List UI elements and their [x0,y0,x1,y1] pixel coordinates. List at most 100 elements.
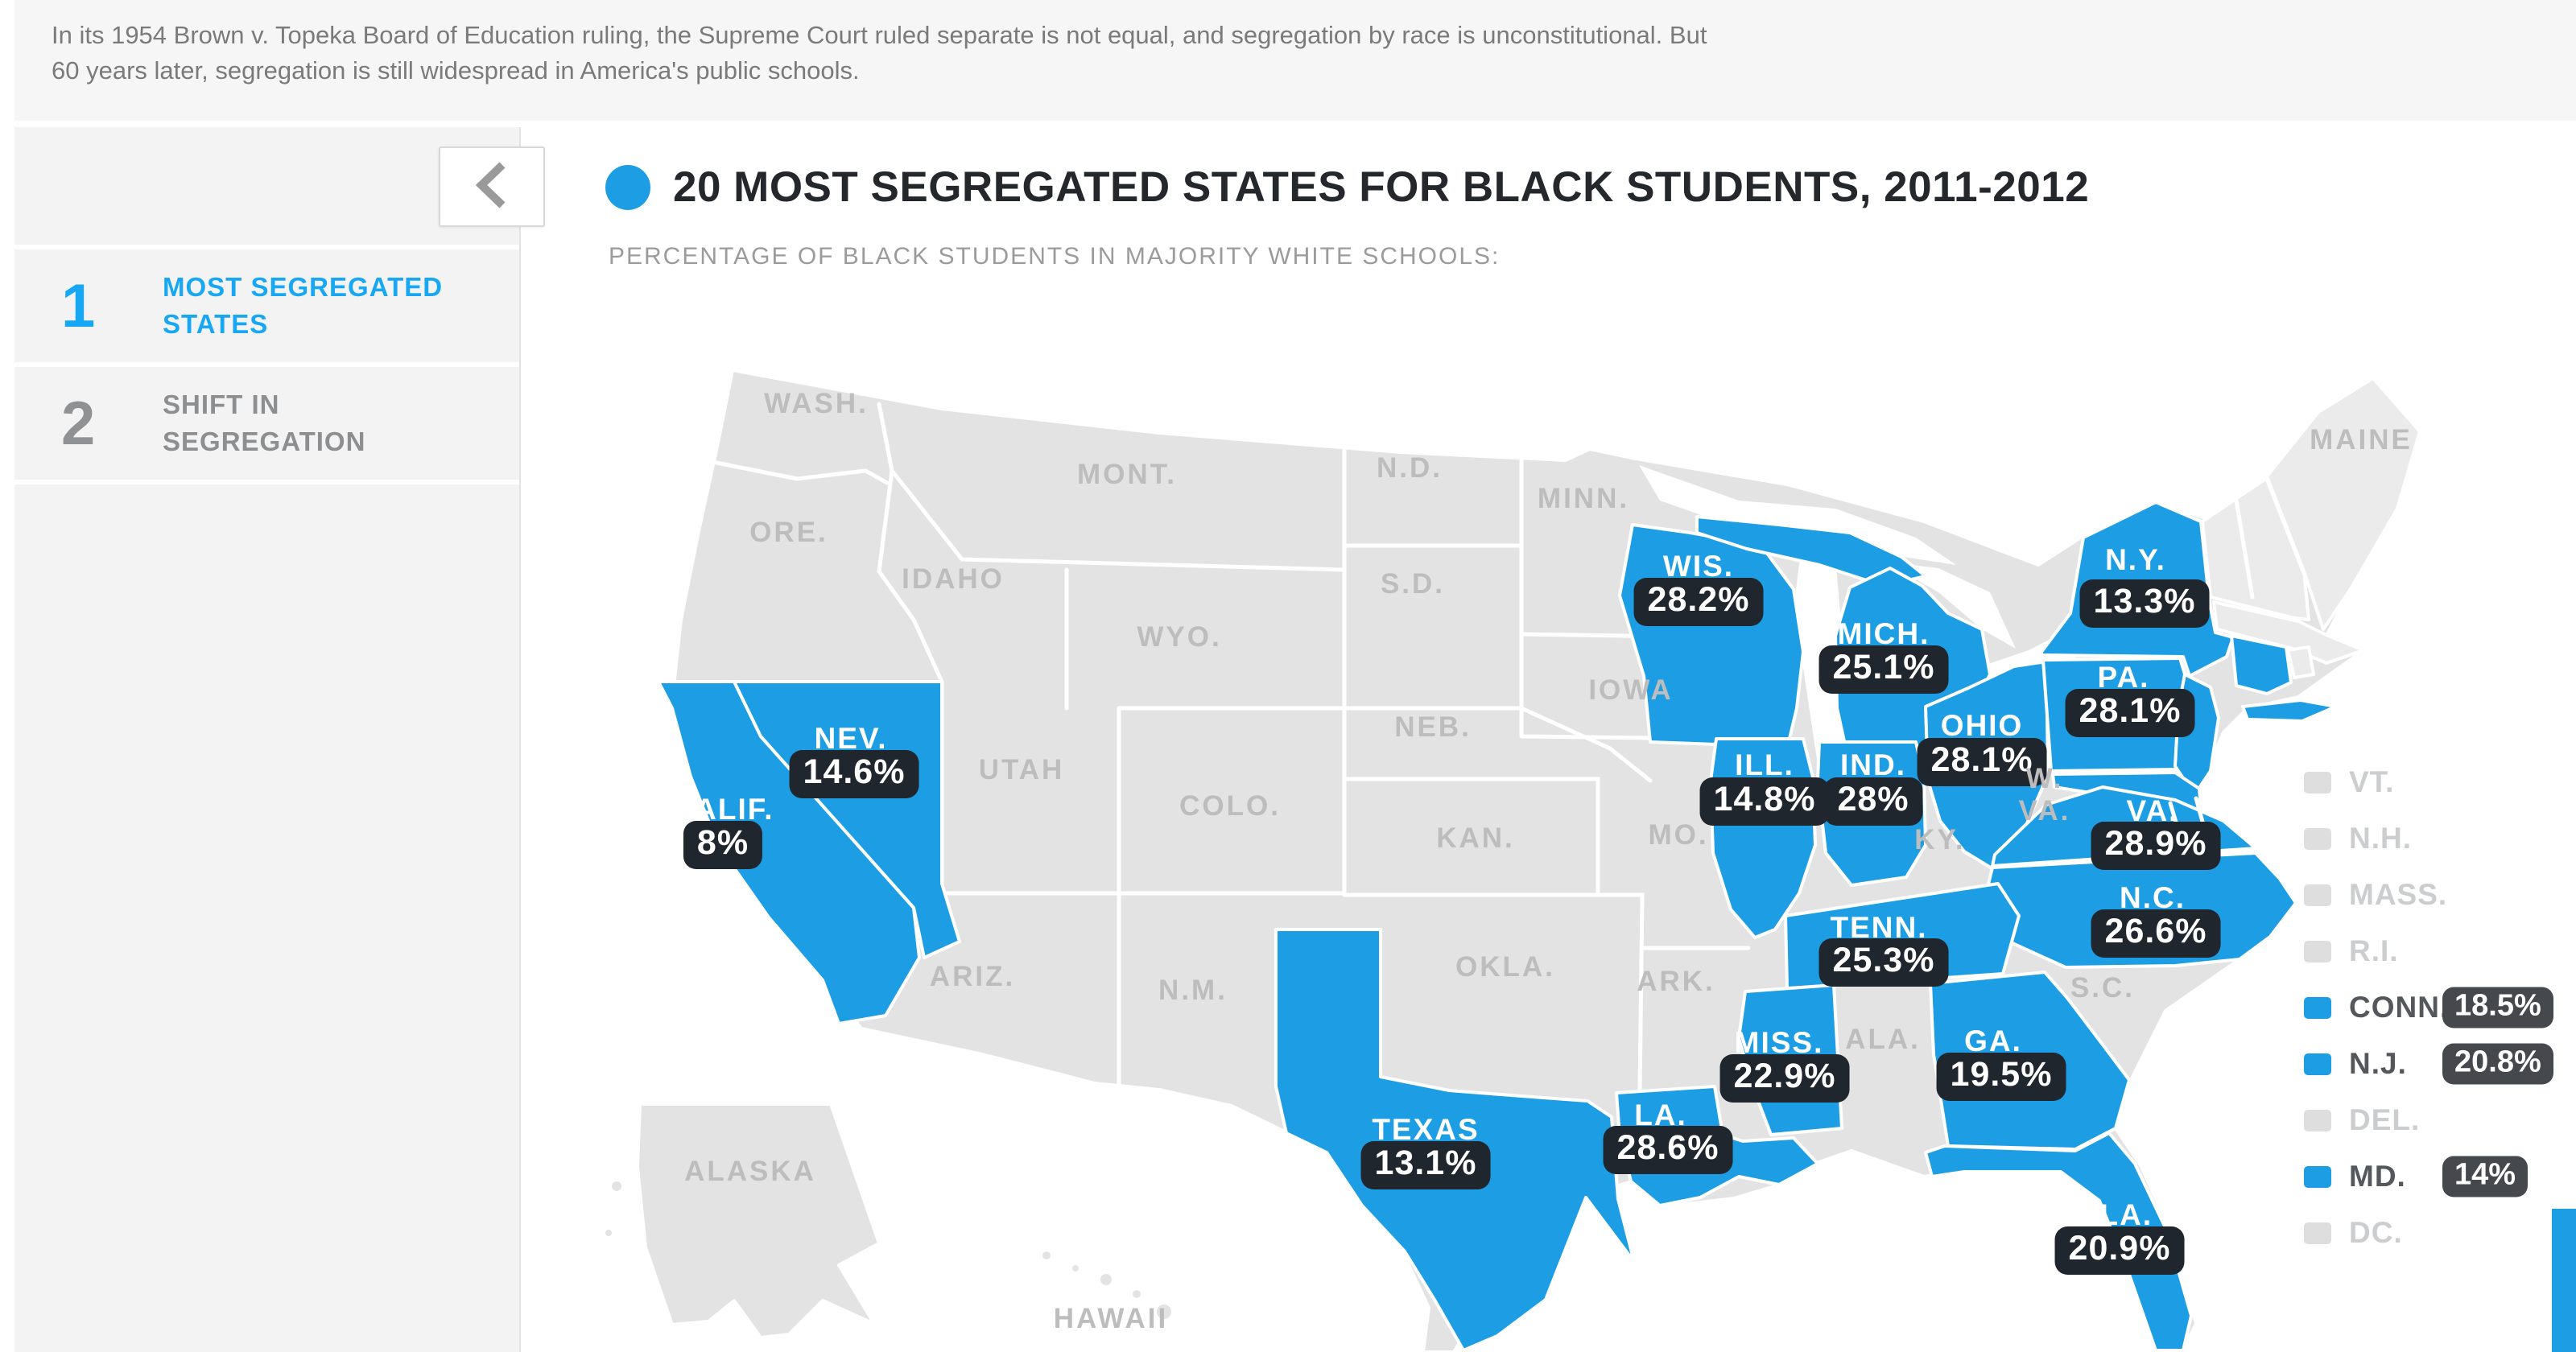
state-label-wash: WASH. [764,388,869,419]
state-label-sc: S.C. [2070,972,2136,1004]
state-label-ga: GA. [1964,1024,2022,1057]
sidebar-item-label: SHIFT IN SEGREGATION [163,390,366,456]
legend-row-nj: N.J. 20.8% [2304,1043,2570,1085]
legend-row-conn: CONN. 18.5% [2304,987,2570,1028]
state-label-ore: ORE. [749,517,828,548]
legend-swatch-icon [2304,884,2331,906]
state-label-iowa: IOWA [1588,674,1674,706]
state-label-utah: UTAH [978,754,1065,785]
value-badge-ill: 14.8% [1699,777,1830,826]
legend-swatch-icon [2304,771,2331,793]
map-legend: VT. N.H. MASS. R.I. CONN. 18.5% N.J. 20.8% DEL. M… [2304,765,2570,1249]
state-label-minn: MINN. [1537,483,1630,514]
hawaii-island [1069,1262,1082,1275]
state-label-ky: KY. [1914,824,1966,855]
state-label-mont: MONT. [1077,459,1177,490]
legend-label: VT. [2349,765,2395,798]
lake-superior [1639,465,1956,565]
state-label-idaho: IDAHO [902,563,1005,595]
chevron-left-icon [473,160,510,214]
legend-label: N.J. [2349,1047,2407,1080]
state-label-ind: IND. [1840,748,1906,781]
intro-banner: In its 1954 Brown v. Topeka Board of Edu… [14,0,2576,121]
legend-row-ri: R.I. [2304,934,2570,967]
value-badge-tenn: 25.3% [1818,938,1949,987]
state-label-nev: NEV. [814,722,888,755]
scrollbar-thumb[interactable] [2552,1209,2576,1352]
state-label-ny: N.Y. [2105,543,2166,576]
chart-title: 20 MOST SEGREGATED STATES FOR BLACK STUD… [673,163,2090,211]
state-border-line [1342,777,1600,897]
sidebar-item-2[interactable]: 2 SHIFT IN SEGREGATION [14,367,519,484]
state-label-ala: ALA. [1845,1024,1921,1055]
hawaii-island [1097,1271,1115,1288]
state-shape-florida[interactable] [1924,1131,2193,1352]
sidebar-item-number: 1 [61,271,96,340]
state-label-wva: W. VA. [2018,763,2071,826]
value-badge-texas: 13.1% [1360,1141,1491,1189]
state-shape-ri [2286,645,2315,679]
back-button[interactable] [439,146,545,227]
legend-row-mass: MASS. [2304,878,2570,911]
sidebar-item-number: 2 [61,389,96,458]
value-badge-va: 28.9% [2091,822,2221,870]
legend-swatch-icon [2304,940,2331,962]
state-label-nd: N.D. [1377,452,1443,484]
hawaii-island [1039,1248,1054,1263]
state-label-ark: ARK. [1637,966,1715,997]
legend-row-md: MD. 14% [2304,1156,2570,1197]
state-label-maine: MAINE [2310,424,2413,455]
legend-row-nh: N.H. [2304,822,2570,855]
bullet-dot-icon [605,164,650,210]
legend-label: MASS. [2349,878,2448,911]
value-badge-ohio: 28.1% [1917,738,2047,786]
intro-text-line2: 60 years later, segregation is still wid… [52,56,860,84]
alaska-island [602,1226,615,1239]
legend-row-del: DEL. [2304,1103,2570,1136]
hawaii-island [1154,1301,1174,1322]
state-shape-texas[interactable] [1274,928,1636,1352]
state-shape-alaska [636,1103,881,1339]
legend-row-dc: DC. [2304,1216,2570,1249]
value-badge-wis: 28.2% [1633,578,1764,626]
legend-label: R.I. [2349,934,2399,967]
state-shape-mass [2212,600,2365,665]
value-badge-nev: 14.6% [789,750,919,798]
hawaii-island [1129,1287,1144,1301]
state-label-colo: COLO. [1179,790,1281,822]
state-label-miss: MISS. [1734,1026,1824,1059]
state-shape-maine [2265,377,2421,631]
state-shape-long-island[interactable] [2241,699,2338,723]
sidebar: 1 MOST SEGREGATED STATES 2 SHIFT IN SEGREGA… [14,127,521,1352]
state-label-ohio: OHIO [1940,709,2024,742]
state-label-kan: KAN. [1436,822,1515,854]
legend-row-vt: VT. [2304,765,2570,798]
value-badge-miss: 22.9% [1719,1054,1850,1103]
legend-label: N.H. [2349,822,2412,855]
state-border-line [877,402,944,684]
state-label-sd: S.D. [1380,568,1446,600]
state-label-mich: MICH. [1837,617,1930,650]
state-label-ariz: ARIZ. [929,961,1016,992]
legend-label: MD. [2349,1160,2406,1193]
legend-swatch-icon [2304,1109,2331,1131]
state-label-hawaii: HAWAII [1053,1303,1169,1334]
state-border-line [2264,476,2306,575]
value-badge-ny: 13.3% [2079,579,2210,628]
chart-header: 20 MOST SEGREGATED STATES FOR BLACK STUD… [605,163,2089,212]
value-badge-ga: 19.5% [1936,1053,2066,1101]
state-shape-connecticut[interactable] [2230,634,2293,695]
legend-label: DC. [2349,1216,2403,1249]
state-label-nc: N.C. [2120,881,2186,914]
value-badge-ind: 28% [1823,777,1923,826]
state-label-texas: TEXAS [1372,1113,1480,1146]
state-label-wis: WIS. [1662,550,1735,583]
state-label-neb: NEB. [1394,711,1472,743]
value-badge-pa: 28.1% [2065,689,2195,737]
state-label-alaska: ALASKA [684,1156,816,1187]
chart-subtitle: PERCENTAGE OF BLACK STUDENTS IN MAJORITY… [609,243,1501,270]
sidebar-item-list: 1 MOST SEGREGATED STATES 2 SHIFT IN SEGREGA… [14,249,519,484]
state-border-line [1342,892,1645,1093]
legend-swatch-icon [2304,1222,2331,1244]
sidebar-item-1[interactable]: 1 MOST SEGREGATED STATES [14,249,519,367]
